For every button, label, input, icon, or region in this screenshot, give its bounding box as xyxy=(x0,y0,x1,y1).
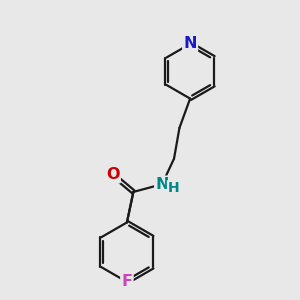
Text: O: O xyxy=(106,167,120,182)
Text: N: N xyxy=(183,36,197,51)
Text: H: H xyxy=(168,181,179,195)
Text: F: F xyxy=(122,274,132,290)
Text: N: N xyxy=(155,177,169,192)
